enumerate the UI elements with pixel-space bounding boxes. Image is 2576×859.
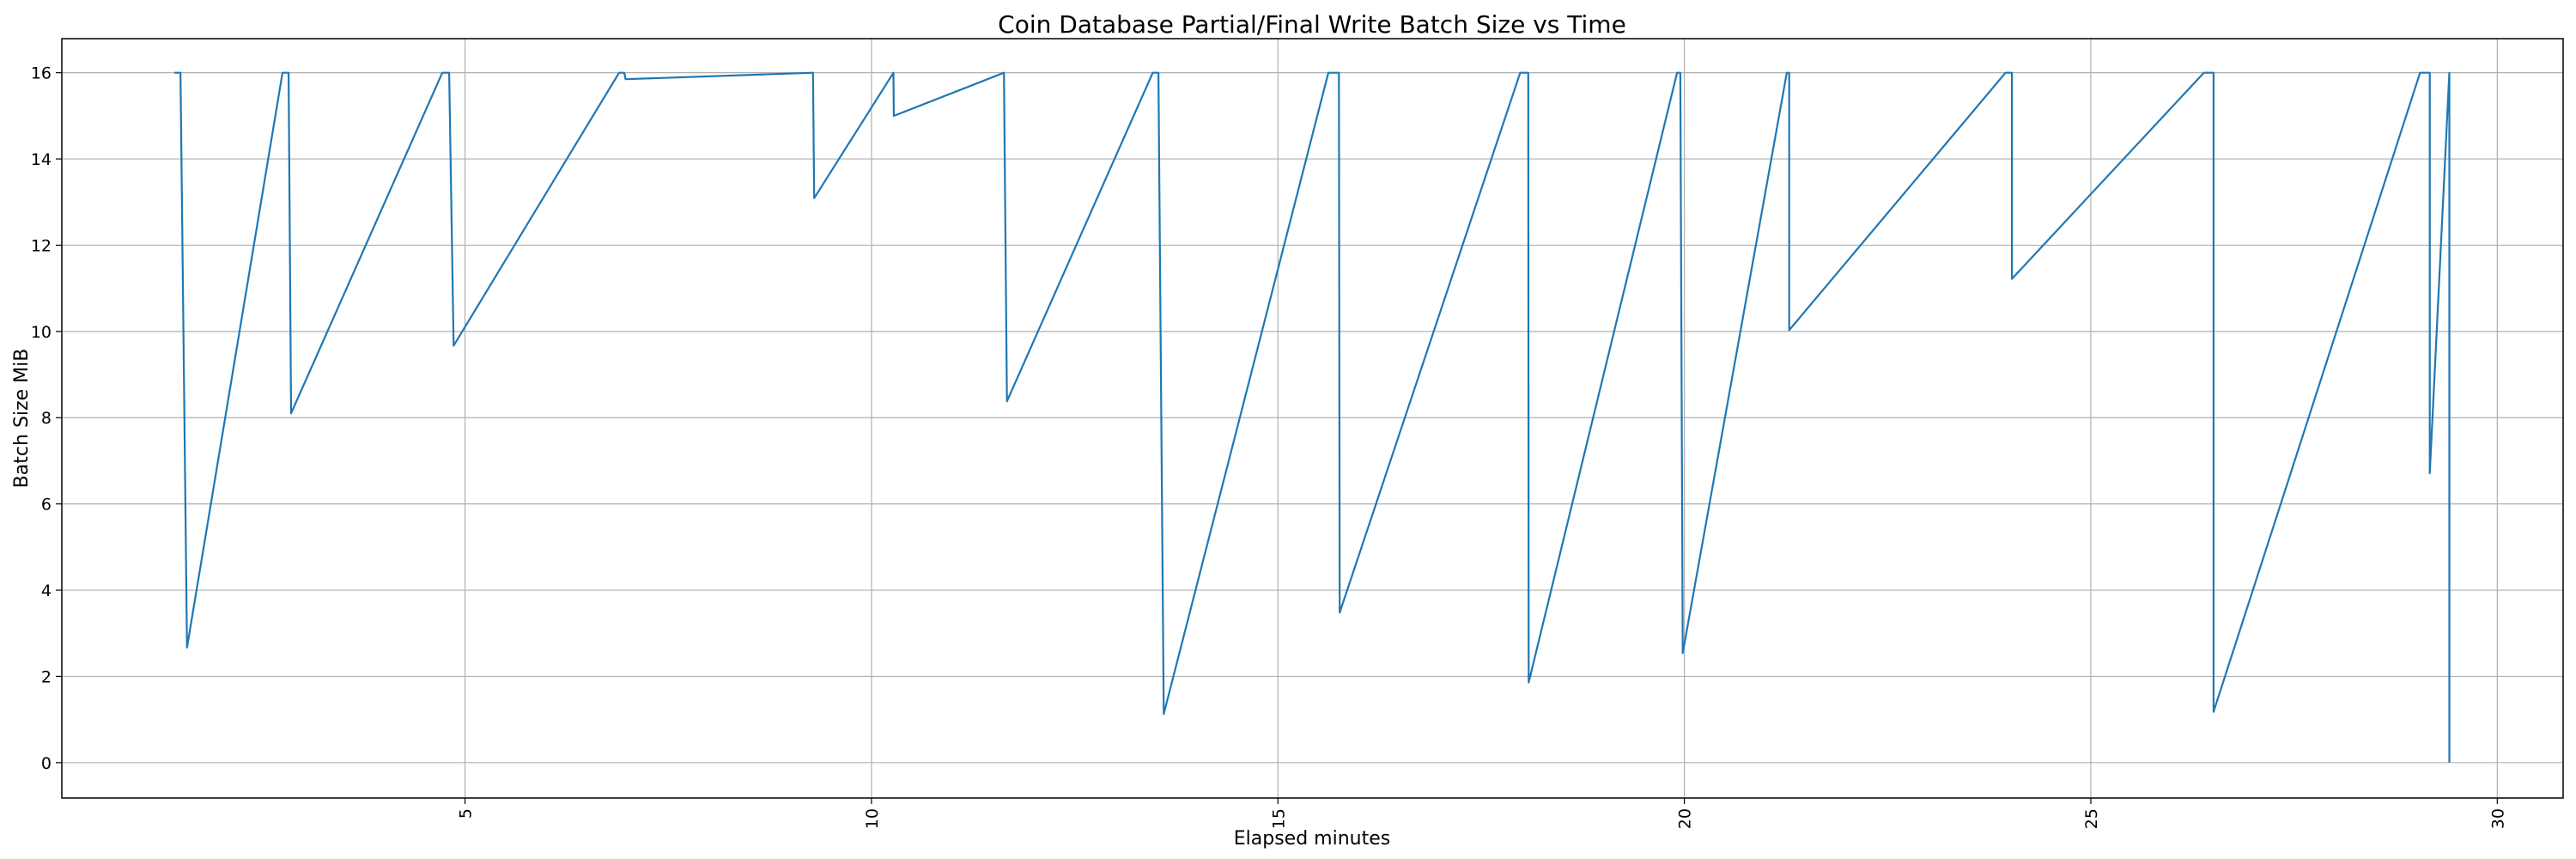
x-axis-label: Elapsed minutes [1234, 828, 1390, 850]
y-tick-label: 10 [31, 323, 52, 342]
series [174, 71, 2451, 763]
x-tick-label: 10 [863, 808, 882, 829]
y-tick-label: 8 [41, 409, 52, 428]
x-tick-label: 15 [1269, 808, 1288, 829]
y-tick-label: 12 [31, 236, 52, 255]
x-tick-label: 20 [1676, 808, 1695, 829]
x-tick-label: 25 [2082, 808, 2101, 829]
axes-frame [61, 38, 2564, 799]
chart-title: Coin Database Partial/Final Write Batch … [998, 10, 1626, 39]
x-tick-label: 30 [2488, 808, 2507, 829]
ticks: 5 10 15 20 25 30 0 2 4 6 8 10 12 14 16 [31, 64, 2508, 830]
y-tick-label: 4 [41, 582, 52, 600]
y-tick-label: 6 [41, 496, 52, 515]
x-tick-label: 5 [457, 808, 476, 819]
y-tick-label: 16 [31, 64, 52, 83]
y-tick-label: 0 [41, 754, 52, 773]
y-axis-label: Batch Size MiB [11, 349, 33, 489]
grid [62, 39, 2563, 798]
batch-size-line [174, 71, 2451, 763]
y-tick-label: 2 [41, 667, 52, 686]
y-tick-label: 14 [31, 150, 52, 169]
